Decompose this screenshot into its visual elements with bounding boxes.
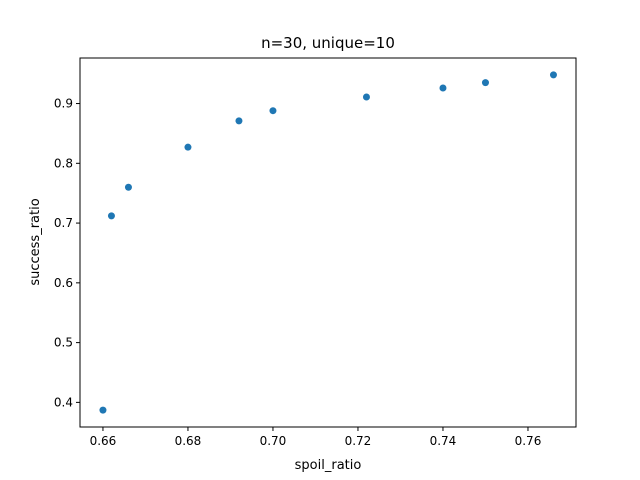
data-point-7 [362, 93, 370, 101]
y-tick-label: 0.4 [54, 395, 73, 409]
y-axis: 0.4 0.5 0.6 0.7 0.8 0.9 [54, 97, 80, 409]
data-point-4 [184, 143, 192, 151]
plot-area [99, 71, 557, 414]
x-tick-label: 0.72 [345, 434, 372, 448]
data-point-1 [99, 406, 107, 414]
x-tick-label: 0.74 [430, 434, 457, 448]
x-tick-label: 0.76 [515, 434, 542, 448]
x-tick-label: 0.66 [90, 434, 117, 448]
x-tick-label: 0.70 [260, 434, 287, 448]
y-tick-label: 0.5 [54, 336, 73, 350]
y-tick-label: 0.8 [54, 156, 73, 170]
x-axis: 0.66 0.68 0.70 0.72 0.74 0.76 [90, 427, 542, 448]
data-point-8 [439, 84, 447, 92]
y-axis-label: success_ratio [28, 198, 43, 285]
data-point-6 [269, 107, 277, 115]
axes-frame [79, 57, 577, 428]
y-tick-label: 0.7 [54, 216, 73, 230]
data-point-2 [107, 212, 115, 220]
y-tick-label: 0.6 [54, 276, 73, 290]
data-point-5 [235, 117, 243, 125]
data-point-10 [549, 71, 557, 79]
data-point-3 [124, 183, 132, 191]
x-tick-label: 0.68 [175, 434, 202, 448]
data-point-9 [481, 79, 489, 87]
y-tick-label: 0.9 [54, 97, 73, 111]
x-axis-label: spoil_ratio [295, 458, 362, 473]
chart-title: n=30, unique=10 [261, 34, 395, 52]
